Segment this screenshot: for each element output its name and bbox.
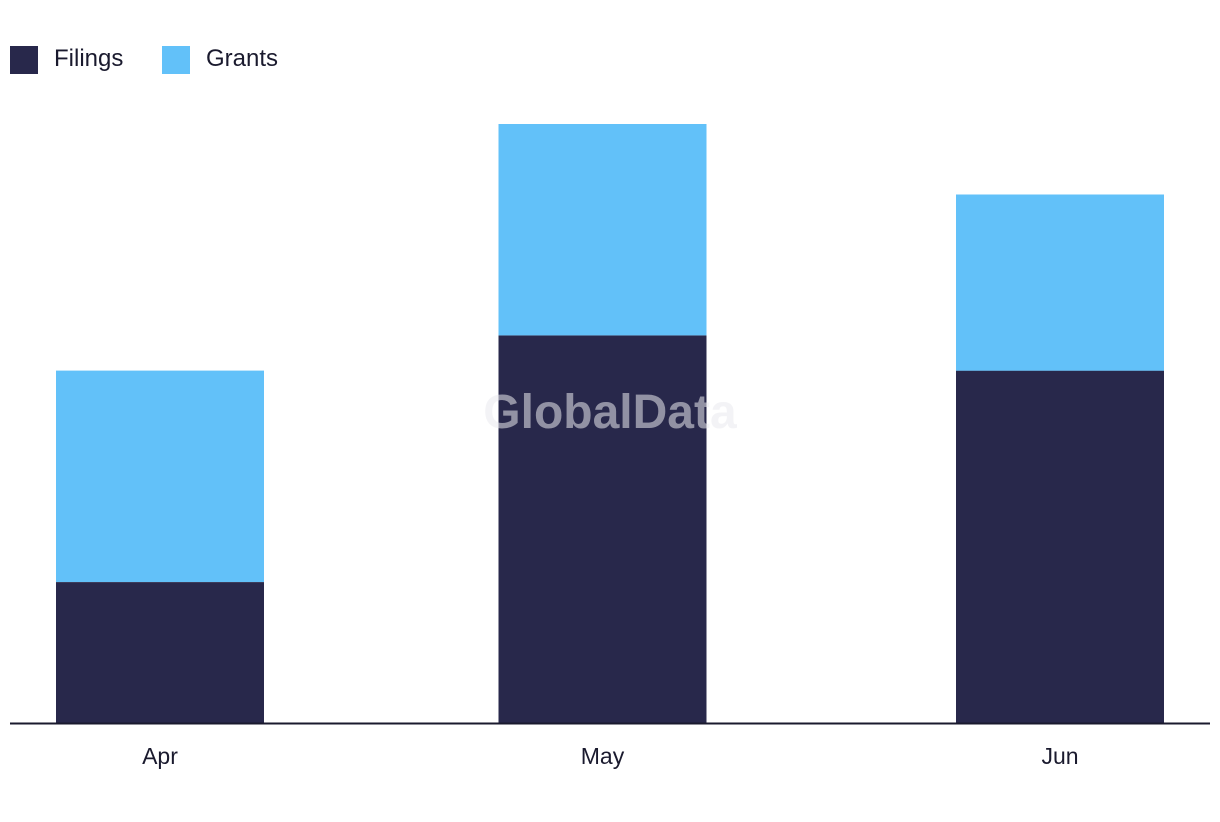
bar-grants-may (498, 124, 707, 336)
bar-filings-apr (56, 582, 264, 723)
legend-label-filings: Filings (54, 45, 123, 72)
x-tick-label-may: May (581, 743, 625, 769)
watermark: GlobalData (483, 386, 737, 439)
bar-grants-apr (56, 370, 264, 582)
x-tick-label-jun: Jun (1041, 743, 1078, 769)
bar-filings-jun (956, 370, 1164, 723)
x-tick-label-apr: Apr (142, 743, 178, 769)
legend-swatch-filings (10, 46, 38, 74)
bar-grants-jun (956, 194, 1164, 371)
legend-label-grants: Grants (206, 45, 278, 72)
bars (56, 124, 1164, 723)
bar-filings-may (498, 335, 707, 723)
x-axis-ticks: Apr May Jun (142, 743, 1078, 769)
legend-swatch-grants (162, 46, 190, 74)
legend: Filings Grants (10, 45, 278, 74)
